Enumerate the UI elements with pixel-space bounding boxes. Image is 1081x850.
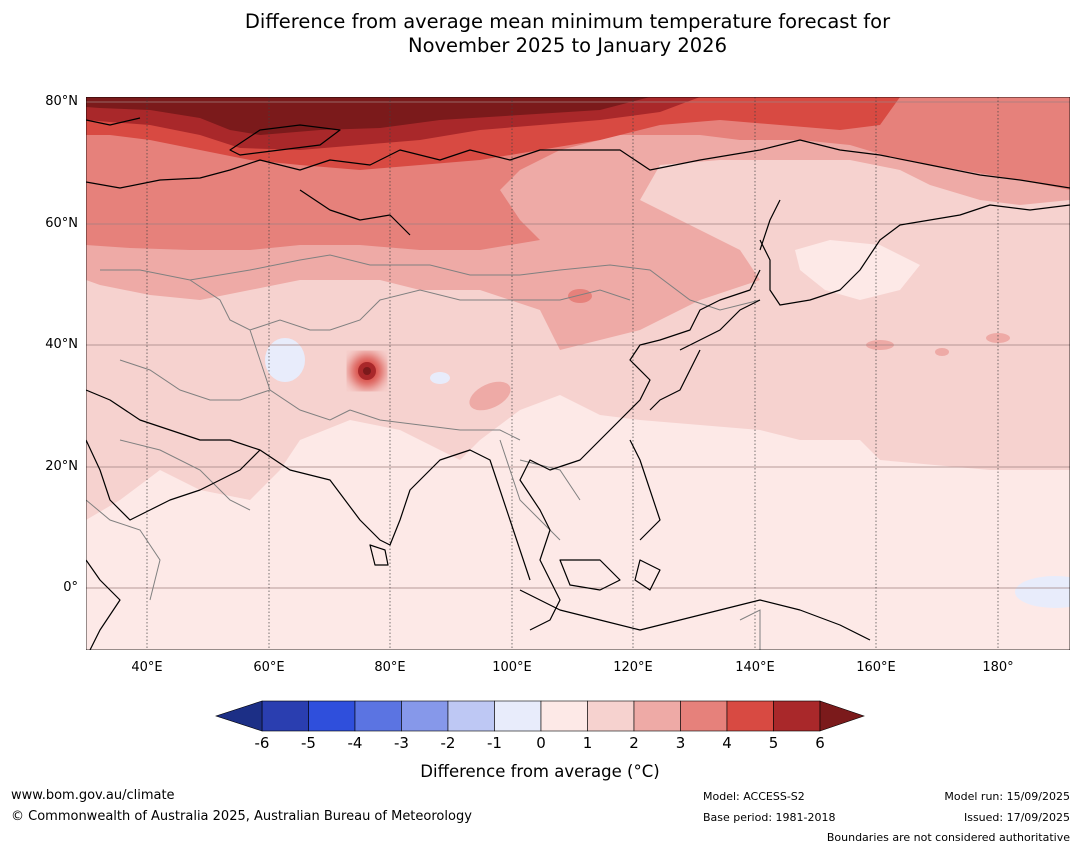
lon-label: 180° bbox=[982, 660, 1014, 675]
colorbar-bin bbox=[401, 700, 449, 732]
country-borders bbox=[86, 254, 761, 650]
lon-label: 120°E bbox=[613, 660, 653, 675]
colorbar-tick-label: -2 bbox=[440, 734, 456, 752]
colorbar-bin bbox=[726, 700, 774, 732]
lat-label: 80°N bbox=[45, 94, 78, 109]
warm-patch bbox=[469, 381, 511, 411]
colorbar-tick-label: 6 bbox=[815, 734, 825, 752]
negative-anomaly-patch bbox=[1015, 576, 1070, 608]
lon-label: 40°E bbox=[131, 660, 163, 675]
lat-label: 60°N bbox=[45, 216, 78, 231]
coastlines bbox=[86, 117, 1070, 650]
website-link[interactable]: www.bom.gov.au/climate bbox=[11, 788, 175, 803]
issued-text: Issued: 17/09/2025 bbox=[963, 811, 1070, 824]
model-run-text: Model run: 15/09/2025 bbox=[944, 790, 1070, 803]
colorbar-bin bbox=[773, 700, 821, 732]
colorbar-tick-label: 3 bbox=[675, 734, 686, 752]
colorbar-bin bbox=[308, 700, 356, 732]
negative-anomaly-patch bbox=[430, 372, 450, 384]
colorbar-bin bbox=[633, 700, 681, 732]
colorbar-bin bbox=[354, 700, 402, 732]
map-title: Difference from average mean minimum tem… bbox=[0, 10, 1081, 58]
colorbar-tick-label: 0 bbox=[536, 734, 546, 752]
lon-label: 140°E bbox=[735, 660, 775, 675]
disclaimer-text: Boundaries are not considered authoritat… bbox=[826, 831, 1070, 844]
colorbar-bin bbox=[447, 700, 495, 732]
lon-label: 80°E bbox=[374, 660, 406, 675]
colorbar-bin bbox=[261, 700, 309, 732]
meridians bbox=[146, 97, 999, 650]
colorbar-bin bbox=[680, 700, 728, 732]
warm-patch bbox=[935, 348, 949, 356]
colorbar-bin bbox=[540, 700, 588, 732]
colorbar-tick-label: -3 bbox=[394, 734, 409, 752]
graticule bbox=[86, 101, 1070, 589]
colorbar-tick-label: 2 bbox=[629, 734, 639, 752]
negative-anomaly-patch bbox=[265, 338, 305, 382]
model-text: Model: ACCESS-S2 bbox=[703, 790, 805, 803]
warm-patch bbox=[986, 333, 1010, 343]
cool-patch-northeast bbox=[795, 240, 920, 300]
anomaly-band-over-6 bbox=[86, 97, 650, 135]
title-line-2: November 2025 to January 2026 bbox=[408, 34, 727, 57]
colorbar-tick-label: 4 bbox=[722, 734, 732, 752]
lon-label: 100°E bbox=[492, 660, 532, 675]
lat-label: 20°N bbox=[45, 459, 78, 474]
lon-label: 160°E bbox=[856, 660, 896, 675]
base-period-text: Base period: 1981-2018 bbox=[703, 811, 836, 824]
colorbar-tick-label: 5 bbox=[768, 734, 779, 752]
colorbar-tick-label: -6 bbox=[254, 734, 270, 752]
colorbar-tick-label: -4 bbox=[347, 734, 363, 752]
colorbar-bin bbox=[587, 700, 635, 732]
colorbar-under-arrow bbox=[215, 700, 263, 732]
colorbar-bin bbox=[494, 700, 542, 732]
colorbar-tick-label: 1 bbox=[582, 734, 593, 752]
hotspot-center bbox=[363, 367, 371, 375]
title-line-1: Difference from average mean minimum tem… bbox=[244, 10, 891, 33]
lat-label: 0° bbox=[63, 580, 78, 595]
colorbar-over-arrow bbox=[819, 700, 865, 732]
warm-patch bbox=[568, 289, 592, 303]
copyright-text: © Commonwealth of Australia 2025, Austra… bbox=[11, 809, 472, 824]
lat-label: 40°N bbox=[45, 337, 78, 352]
colorbar-tick-label: -1 bbox=[487, 734, 502, 752]
lon-label: 60°E bbox=[253, 660, 285, 675]
temperature-anomaly-field bbox=[86, 97, 1070, 650]
colorbar-label: Difference from average (°C) bbox=[420, 762, 660, 781]
colorbar bbox=[215, 700, 865, 732]
colorbar-tick-label: -5 bbox=[301, 734, 316, 752]
